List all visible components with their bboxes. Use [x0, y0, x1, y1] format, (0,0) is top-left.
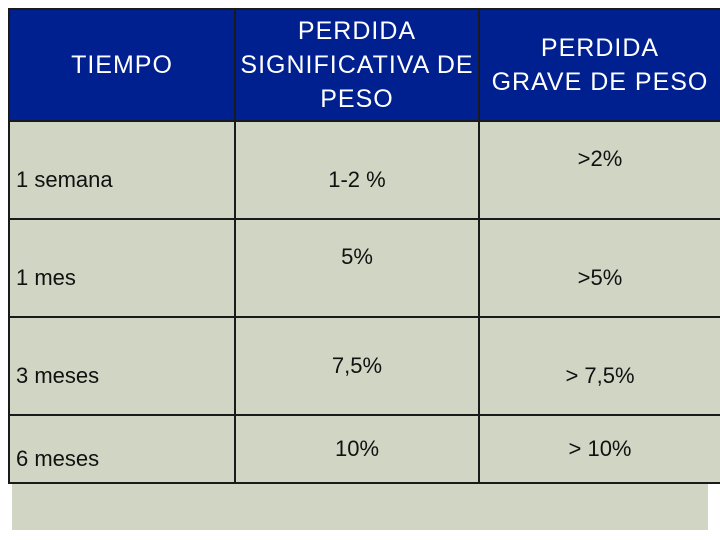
table-header-row: TIEMPO PERDIDA SIGNIFICATIVA DE PESO PER…: [8, 8, 720, 122]
header-perdida-grave: PERDIDA GRAVE DE PESO: [478, 8, 720, 122]
cell-tiempo: 6 meses: [8, 414, 236, 484]
cell-tiempo-text: 1 semana: [16, 167, 113, 192]
header-significant-line-2: SIGNIFICATIVA DE: [240, 51, 474, 79]
cell-grave: > 10%: [478, 414, 720, 484]
cell-significativa: 1-2 %: [234, 120, 480, 220]
cell-significativa-text: 5%: [341, 244, 373, 269]
table-row: 1 semana 1-2 % >2%: [8, 120, 720, 220]
header-severe-line-2: GRAVE DE PESO: [491, 68, 709, 96]
weight-loss-table: TIEMPO PERDIDA SIGNIFICATIVA DE PESO PER…: [8, 8, 720, 484]
cell-grave: >5%: [478, 218, 720, 318]
cell-tiempo: 1 mes: [8, 218, 236, 318]
header-tiempo: TIEMPO: [8, 8, 236, 122]
cell-grave-text: >2%: [577, 146, 623, 171]
cell-tiempo-text: 3 meses: [16, 363, 100, 388]
cell-significativa: 7,5%: [234, 316, 480, 416]
header-tiempo-label: TIEMPO: [71, 51, 173, 79]
cell-grave-text: > 10%: [568, 436, 632, 461]
cell-tiempo: 3 meses: [8, 316, 236, 416]
cell-significativa: 5%: [234, 218, 480, 318]
cell-grave-text: >5%: [577, 265, 623, 290]
cell-significativa-text: 7,5%: [331, 353, 383, 378]
cell-significativa-text: 10%: [334, 436, 380, 461]
cell-significativa: 10%: [234, 414, 480, 484]
cell-tiempo-text: 6 meses: [16, 446, 100, 471]
cell-grave: > 7,5%: [478, 316, 720, 416]
header-severe-line-1: PERDIDA: [540, 34, 660, 62]
table-row: 6 meses 10% > 10%: [8, 414, 720, 484]
table-row: 1 mes 5% >5%: [8, 218, 720, 318]
cell-tiempo: 1 semana: [8, 120, 236, 220]
header-significant-line-3: PESO: [320, 85, 394, 113]
header-perdida-significativa: PERDIDA SIGNIFICATIVA DE PESO: [234, 8, 480, 122]
cell-grave-text: > 7,5%: [565, 363, 635, 388]
table-row: 3 meses 7,5% > 7,5%: [8, 316, 720, 416]
cell-significativa-text: 1-2 %: [328, 167, 386, 192]
cell-tiempo-text: 1 mes: [16, 265, 76, 290]
header-significant-line-1: PERDIDA: [297, 17, 417, 45]
cell-grave: >2%: [478, 120, 720, 220]
